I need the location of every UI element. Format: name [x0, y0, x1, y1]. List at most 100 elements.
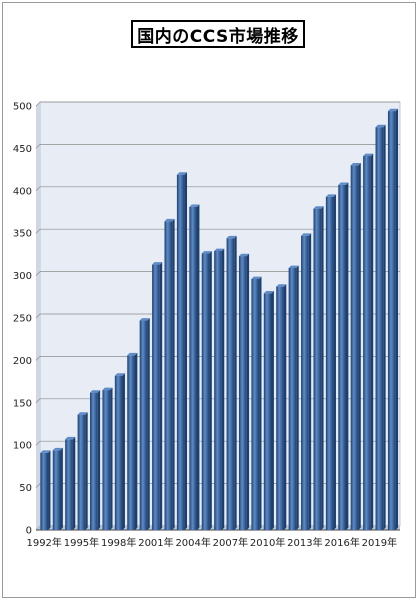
x-tick-label: 2004年 [175, 536, 210, 549]
bar-top [313, 206, 324, 209]
bar [387, 111, 396, 530]
bar [176, 174, 185, 531]
bar [189, 206, 198, 531]
bar-top [375, 124, 386, 128]
bar-top [65, 436, 76, 440]
gridline-depth [35, 483, 41, 488]
x-tick-label: 2001年 [138, 536, 173, 549]
bar-top [164, 218, 175, 222]
y-tick-label: 100 [13, 441, 32, 452]
bar-side [383, 124, 386, 531]
bar [127, 355, 135, 530]
bar-top [288, 265, 299, 268]
bar-side [321, 206, 324, 530]
bar [238, 256, 247, 530]
bar-side [72, 436, 76, 530]
bar-side [60, 447, 63, 530]
bar-top [90, 390, 101, 393]
x-tick-label: 2019年 [362, 536, 397, 549]
bar-side [259, 276, 262, 530]
bar-side [197, 204, 200, 530]
bar-side [97, 390, 101, 530]
bar-side [184, 172, 188, 530]
bar [52, 450, 61, 530]
x-tick-label: 1995年 [64, 536, 99, 549]
bar [338, 184, 346, 530]
y-tick-label: 0 [26, 526, 32, 537]
bar [313, 208, 322, 530]
bar-side [271, 291, 274, 530]
bar-top [139, 318, 150, 321]
bar-top [40, 450, 51, 453]
bar-top [226, 235, 237, 239]
y-tick-label: 450 [13, 144, 32, 155]
bar [164, 221, 173, 530]
bar-top [127, 352, 138, 356]
bar-side [159, 262, 163, 530]
y-tick-label: 500 [13, 102, 32, 113]
bar [90, 392, 98, 530]
bar [325, 196, 334, 530]
bar-top [251, 276, 262, 279]
x-tick-label: 2016年 [324, 536, 359, 549]
x-tick-label: 2010年 [250, 536, 285, 549]
bar-top [77, 412, 88, 415]
bar-top [152, 262, 163, 265]
y-tick-label: 400 [13, 186, 32, 197]
y-tick-label: 200 [13, 356, 32, 367]
gridline-depth [35, 101, 41, 107]
bar [40, 452, 49, 530]
x-tick-label: 1992年 [26, 536, 61, 549]
bar [65, 439, 73, 530]
bar-top [363, 153, 374, 157]
bar [114, 375, 123, 530]
gridline-depth [35, 271, 41, 276]
bar-top [176, 172, 188, 175]
bar [288, 267, 297, 530]
bar [201, 253, 210, 530]
gridline-depth [35, 186, 41, 192]
bar [350, 165, 359, 531]
bar [375, 127, 384, 530]
bar [77, 414, 86, 530]
y-tick-label: 350 [13, 229, 32, 240]
gridline-depth [35, 398, 41, 404]
bar-side [48, 450, 51, 530]
bar-top [214, 248, 225, 252]
bar-side [246, 253, 250, 531]
bar [301, 235, 309, 530]
bar-side [134, 352, 138, 530]
chart-title: 国内のCCS市場推移 [131, 20, 305, 48]
bar-side [370, 153, 374, 530]
bar [226, 238, 235, 530]
gridline-depth [35, 356, 41, 361]
bar-side [296, 265, 299, 530]
bar [263, 293, 272, 530]
bar-top [325, 194, 336, 197]
bar-top [102, 387, 113, 391]
x-tick-label: 2007年 [213, 536, 248, 549]
bar-top [114, 373, 125, 376]
bar-side [333, 194, 336, 530]
bar-side [395, 108, 399, 531]
bar-side [283, 284, 287, 530]
bar-side [209, 251, 212, 531]
y-tick-label: 150 [13, 398, 32, 409]
gridline-depth [35, 440, 41, 446]
bar-side [147, 318, 150, 530]
bar-side [221, 248, 225, 530]
bar-side [345, 182, 349, 531]
x-tick-label: 2013年 [287, 536, 322, 549]
bar [102, 390, 111, 530]
bar-top [276, 284, 287, 287]
x-tick-label: 1998年 [101, 536, 136, 549]
gridline-depth [35, 144, 41, 149]
bar [251, 278, 260, 530]
bar-top [52, 447, 63, 451]
bar-top [301, 233, 312, 236]
gridline-depth [35, 228, 41, 234]
bar-top [189, 204, 200, 207]
bar [214, 251, 222, 530]
bar-side [358, 162, 361, 530]
bar [363, 156, 371, 531]
